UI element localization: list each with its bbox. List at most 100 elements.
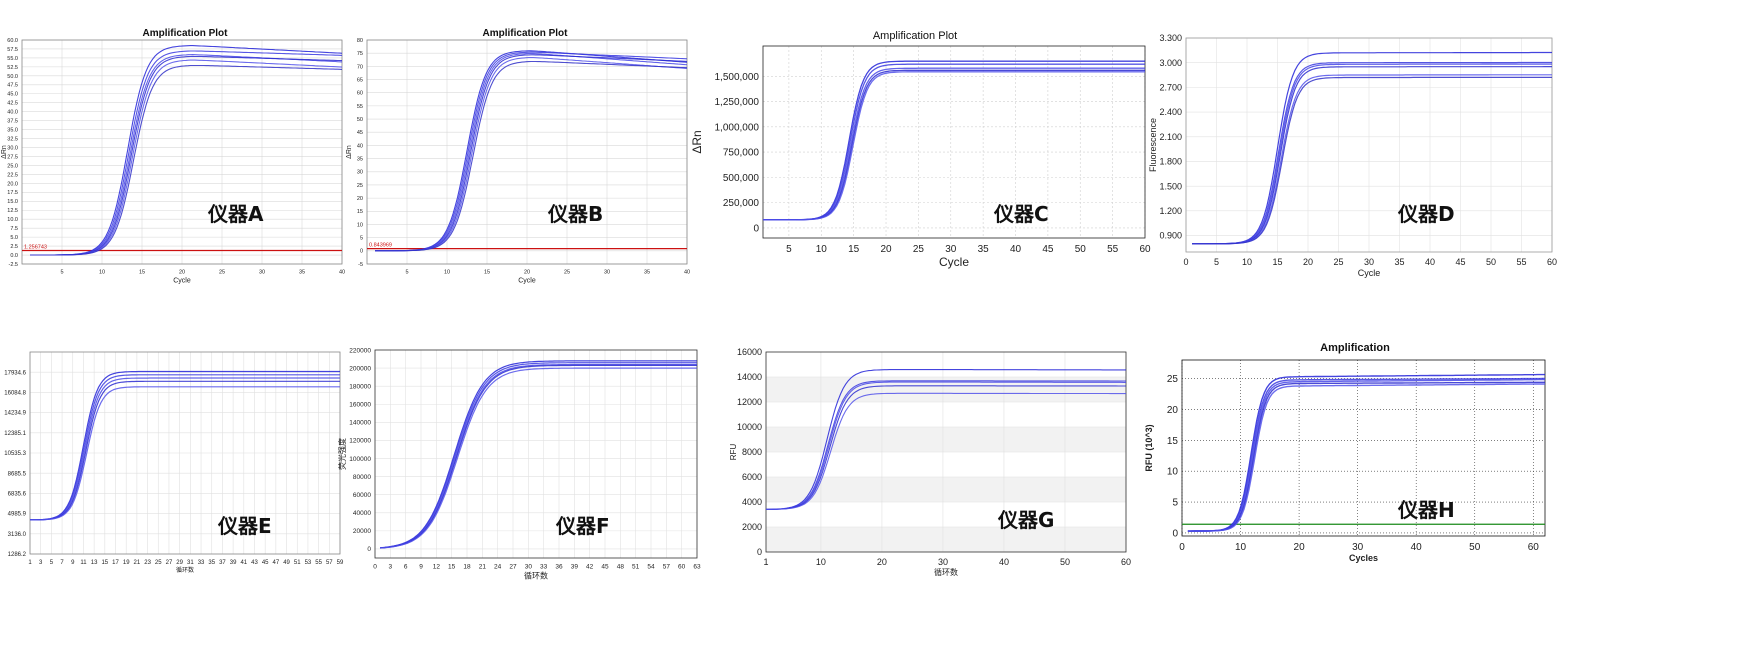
x-tick-label: 25 — [155, 560, 162, 566]
series-line — [1187, 383, 1545, 532]
x-tick-label: 0 — [1183, 257, 1188, 267]
y-tick-label: 60 — [357, 91, 363, 97]
x-tick-label: 25 — [219, 270, 225, 276]
x-tick-label: 57 — [326, 560, 333, 566]
x-tick-label: 20 — [524, 270, 530, 276]
y-tick-label: 60000 — [353, 492, 371, 499]
x-tick-label: 53 — [305, 560, 312, 566]
x-tick-label: 48 — [617, 564, 625, 571]
series-line — [30, 64, 343, 256]
plot-frame — [1181, 359, 1546, 537]
chart-title: Amplification — [1320, 342, 1390, 354]
x-tick-label: 45 — [262, 560, 269, 566]
y-tick-label: 47.5 — [7, 83, 18, 89]
x-tick-label: 40 — [1411, 542, 1423, 553]
x-tick-label: 21 — [479, 564, 487, 571]
y-tick-label: 20 — [1167, 405, 1179, 416]
y-tick-label: 30.0 — [7, 145, 18, 151]
x-tick-label: 20 — [877, 557, 887, 567]
y-tick-label: 80 — [357, 38, 363, 44]
chart-svg: 1286.23136.04985.96835.68685.510535.3123… — [0, 351, 344, 574]
y-tick-label: 12000 — [737, 397, 762, 407]
plot-frame — [21, 39, 343, 265]
x-axis-label: Cycle — [1358, 268, 1381, 278]
y-tick-label: 35 — [357, 157, 363, 163]
x-tick-label: 60 — [1139, 244, 1151, 255]
y-tick-label: 75 — [357, 51, 363, 57]
x-tick-label: 45 — [1455, 257, 1465, 267]
threshold-label: 0.843969 — [369, 243, 392, 249]
plot-frame — [762, 45, 1146, 239]
chart-svg: 0 5 10 15 20 25 0 10 20 30 40 50 60 Cycles RFU (10^3) — [1144, 359, 1546, 563]
y-tick-label: 7.5 — [10, 226, 18, 232]
y-tick-label: 16000 — [737, 347, 762, 357]
x-tick-label: 15 — [848, 244, 860, 255]
series-line — [766, 381, 1126, 510]
x-tick-label: 18 — [463, 564, 471, 571]
y-tick-label: 15.0 — [7, 199, 18, 205]
series-line — [763, 60, 1145, 221]
chart-panel-b: Amplification Plot -5 0 5 10 15 20 25 30 35 40 45 5… — [345, 24, 695, 285]
x-tick-label: 40 — [1425, 257, 1435, 267]
y-tick-label: 1.200 — [1159, 206, 1182, 216]
series-line — [765, 369, 1126, 510]
y-tick-label: 2.700 — [1159, 83, 1182, 93]
x-axis-label: Cycle — [939, 255, 969, 269]
x-tick-label: 60 — [1528, 542, 1540, 553]
x-tick-label: 5 — [786, 244, 792, 255]
series-line — [1192, 61, 1552, 245]
x-tick-label: 47 — [273, 560, 280, 566]
y-tick-label: 80000 — [353, 474, 371, 481]
series-line — [380, 367, 697, 549]
y-tick-label: 55.0 — [7, 56, 18, 62]
instrument-label: 仪器G — [998, 508, 1055, 532]
x-tick-label: 39 — [230, 560, 237, 566]
y-tick-label: 40.0 — [7, 110, 18, 116]
x-axis-label: Cycle — [518, 278, 536, 285]
y-tick-label: 16084.8 — [4, 390, 26, 396]
series-line — [30, 374, 340, 521]
y-tick-label: 6000 — [742, 472, 762, 482]
series-line — [375, 52, 688, 252]
series-line — [30, 377, 340, 521]
y-tick-label: 55 — [357, 104, 363, 110]
chart-svg: 0.900 1.200 1.500 1.800 2.100 2.400 2.700 3.000… — [1148, 33, 1557, 278]
grid-band — [766, 477, 1126, 502]
y-tick-label: 5.0 — [10, 235, 18, 241]
x-tick-label: 33 — [198, 560, 205, 566]
x-tick-label: 59 — [337, 560, 344, 566]
y-tick-label: 0 — [757, 547, 762, 557]
x-tick-label: 9 — [71, 560, 75, 566]
series-line — [375, 54, 688, 252]
y-axis-label: RFU (10^3) — [1144, 424, 1154, 471]
y-axis-label: Fn — [0, 449, 2, 456]
series-line — [1187, 373, 1545, 532]
y-tick-label: 0 — [367, 546, 371, 553]
x-axis-label: 循环数 — [524, 571, 548, 581]
chart-panel-f: 0 20000 40000 60000 80000 100000 120000 140000 1… — [337, 346, 705, 582]
y-tick-label: 4985.9 — [8, 512, 27, 518]
series-line — [763, 63, 1145, 221]
x-tick-label: 25 — [913, 244, 925, 255]
x-tick-label: 42 — [586, 564, 594, 571]
series-line — [30, 386, 340, 521]
x-tick-label: 15 — [448, 564, 456, 571]
x-tick-label: 15 — [484, 270, 490, 276]
y-tick-label: 14234.9 — [4, 411, 26, 417]
y-tick-label: 37.5 — [7, 119, 18, 125]
x-tick-label: 60 — [1547, 257, 1557, 267]
x-tick-label: 5 — [405, 270, 408, 276]
y-tick-label: 500,000 — [723, 173, 760, 184]
y-tick-label: 52.5 — [7, 65, 18, 71]
y-tick-label: 17934.6 — [4, 370, 26, 376]
y-tick-label: 42.5 — [7, 101, 18, 107]
series-line — [30, 380, 340, 521]
y-tick-label: 10535.3 — [4, 451, 26, 457]
chart-panel-e: 1286.2 3136.0 4985.9 6835.6 8685.5 10535.3 123… — [0, 346, 345, 576]
series-line — [30, 59, 343, 256]
y-tick-label: 0 — [360, 249, 363, 255]
series-line — [763, 71, 1145, 221]
x-tick-label: 27 — [509, 564, 517, 571]
y-tick-label: 22.5 — [7, 172, 18, 178]
instrument-label: 仪器D — [1398, 202, 1455, 226]
